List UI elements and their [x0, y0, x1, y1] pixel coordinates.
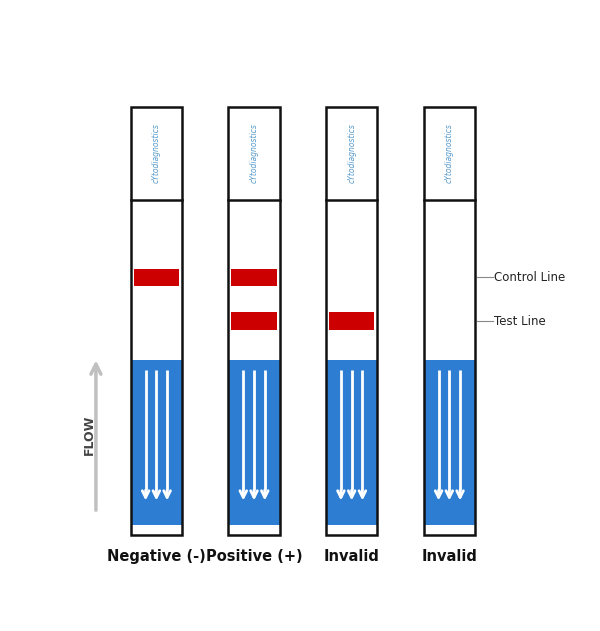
- Bar: [326, 525, 377, 535]
- Bar: [329, 312, 374, 330]
- Bar: [326, 107, 377, 535]
- Text: Invalid: Invalid: [421, 550, 477, 565]
- Bar: [131, 360, 182, 525]
- Bar: [229, 107, 280, 535]
- Bar: [326, 107, 377, 535]
- Bar: [424, 107, 475, 535]
- Bar: [229, 107, 280, 535]
- Bar: [326, 360, 377, 525]
- Bar: [424, 525, 475, 535]
- Bar: [131, 107, 182, 535]
- Text: FLOW: FLOW: [82, 415, 95, 456]
- Text: Negative (-): Negative (-): [107, 550, 206, 565]
- Text: Control Line: Control Line: [493, 271, 565, 284]
- Text: cYtodiagnostics: cYtodiagnostics: [347, 124, 356, 184]
- Bar: [134, 269, 179, 286]
- Bar: [424, 360, 475, 525]
- Bar: [424, 107, 475, 535]
- Text: Invalid: Invalid: [324, 550, 380, 565]
- Text: cYtodiagnostics: cYtodiagnostics: [250, 124, 259, 184]
- Bar: [229, 525, 280, 535]
- Text: Test Line: Test Line: [493, 315, 545, 327]
- Bar: [231, 269, 277, 286]
- Text: cYtodiagnostics: cYtodiagnostics: [152, 124, 161, 184]
- Bar: [231, 312, 277, 330]
- Bar: [229, 360, 280, 525]
- Text: Positive (+): Positive (+): [206, 550, 302, 565]
- Bar: [131, 525, 182, 535]
- Bar: [131, 107, 182, 535]
- Text: cYtodiagnostics: cYtodiagnostics: [445, 124, 454, 184]
